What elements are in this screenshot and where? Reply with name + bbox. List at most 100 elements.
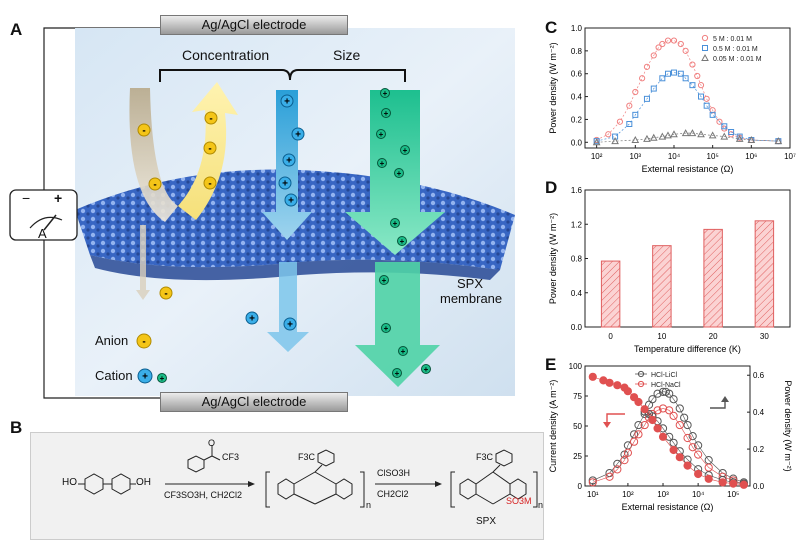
- data-point: [665, 389, 674, 398]
- cation-sign: +: [295, 130, 301, 141]
- data-point: [720, 132, 729, 140]
- data-point: [682, 75, 689, 82]
- y-tick-label: 0: [578, 482, 583, 491]
- cation-sign: +: [393, 219, 398, 228]
- x-tick-label: 10⁴: [692, 490, 705, 499]
- y-right-axis-label: Power density (W m⁻²): [783, 380, 793, 471]
- y-axis-label: Power density (W m⁻²): [548, 42, 558, 133]
- data-point: [669, 445, 678, 455]
- product-name: SPX: [476, 516, 497, 527]
- cation-legend-label: Cation: [95, 368, 133, 383]
- data-point: [634, 397, 643, 407]
- cation-sign: +: [403, 146, 408, 155]
- data-point: [694, 72, 701, 80]
- y-tick-label: 1.0: [571, 24, 583, 33]
- y-tick-label: 1.2: [571, 220, 583, 229]
- data-point: [677, 70, 684, 77]
- data-point: [675, 404, 684, 413]
- cation-ion: [380, 88, 390, 98]
- data-point: [675, 420, 684, 430]
- y-tick-label: 0.4: [571, 289, 583, 298]
- legend-marker: [702, 45, 708, 51]
- anion-sign: -: [208, 144, 211, 155]
- y-tick-label: 0.8: [571, 255, 583, 264]
- anion-sign: -: [208, 179, 211, 190]
- concentration-label: Concentration: [182, 47, 270, 63]
- data-point: [620, 456, 629, 465]
- data-point: [747, 135, 756, 143]
- cation-ion: [283, 317, 297, 331]
- cation-sign: +: [397, 169, 402, 178]
- data-point: [658, 132, 667, 140]
- polymer2-n: n: [538, 500, 544, 510]
- anion-sign: -: [142, 126, 145, 137]
- conditions-step1: CF3SO3H, CH2Cl2: [164, 490, 243, 500]
- legend-marker: [701, 34, 709, 42]
- data-point: [658, 432, 668, 441]
- data-point: [665, 406, 674, 415]
- ammeter-needle: [43, 214, 57, 231]
- reactant-ho: HO: [62, 477, 77, 488]
- data-point: [616, 118, 624, 125]
- polymer1-n: n: [366, 500, 372, 510]
- cation-sign: +: [382, 276, 387, 285]
- panel-label-e: E: [545, 355, 557, 374]
- data-point: [613, 459, 622, 468]
- anion-sign: -: [209, 114, 212, 125]
- data-point: [677, 40, 684, 48]
- data-point: [634, 420, 643, 430]
- data-point: [605, 131, 612, 138]
- cation-ion: [245, 311, 259, 325]
- small-cation-ions: [245, 94, 305, 331]
- cation-sign: +: [282, 179, 288, 190]
- anion-leak-arrow: [136, 225, 150, 300]
- x-tick-label: 30: [760, 332, 769, 341]
- anion-sign: -: [164, 289, 167, 300]
- data-point: [653, 389, 662, 398]
- panel-label-a: A: [10, 20, 23, 39]
- y-tick-label: 0.6: [571, 70, 583, 79]
- ammeter-plus: +: [54, 190, 63, 206]
- cation-large-arrow-lower: [355, 262, 440, 387]
- bar: [652, 245, 672, 328]
- data-point: [640, 420, 649, 430]
- data-point: [650, 52, 657, 59]
- y-right-tick-label: 0.4: [753, 408, 765, 417]
- data-point: [670, 130, 678, 138]
- anion-incoming-arrow: [129, 88, 178, 222]
- x-tick-label: 10⁷: [784, 152, 796, 161]
- legend-label: 0.5 M : 0.01 M: [713, 46, 758, 53]
- y-axis-label: Power density (W m⁻²): [548, 213, 558, 304]
- legend-marker: [701, 53, 709, 61]
- chart-e: 0 25 50 75 100 0.0 0.2 0.4 0.6 10¹ 10² 10³ 10⁴ 10⁵ Ext…: [548, 362, 793, 512]
- data-point: [683, 433, 692, 443]
- data-point: [653, 424, 662, 433]
- bar: [703, 228, 723, 328]
- anion-ion: [137, 123, 151, 137]
- data-point: [626, 102, 633, 109]
- data-point: [698, 93, 705, 100]
- data-point: [623, 387, 633, 396]
- large-cation-ions: [376, 88, 431, 378]
- ammeter-minus: −: [22, 190, 31, 206]
- data-point: [649, 133, 658, 141]
- cation-ion: [394, 168, 404, 178]
- anion-sign: -: [142, 337, 145, 348]
- x-tick-label: 10⁵: [727, 490, 739, 499]
- membrane-label: SPX membrane: [440, 276, 503, 306]
- data-point: [689, 61, 696, 68]
- data-point: [683, 420, 692, 430]
- cation-sign: +: [287, 320, 293, 331]
- schematic-figure: -------+++++++++++++++++++ ++ +: [9, 27, 515, 399]
- reaction-scheme: [78, 445, 538, 508]
- anion-ion: [204, 111, 218, 125]
- data-point: [682, 47, 689, 54]
- cation-ion: [381, 323, 391, 333]
- data-point: [626, 121, 633, 127]
- cation-ion: [377, 158, 387, 168]
- x-axis-label: External resistance (Ω): [622, 502, 714, 512]
- data-point: [736, 133, 743, 140]
- data-point: [703, 102, 710, 109]
- left-axis-arrow: [606, 413, 625, 422]
- data-point: [729, 479, 738, 488]
